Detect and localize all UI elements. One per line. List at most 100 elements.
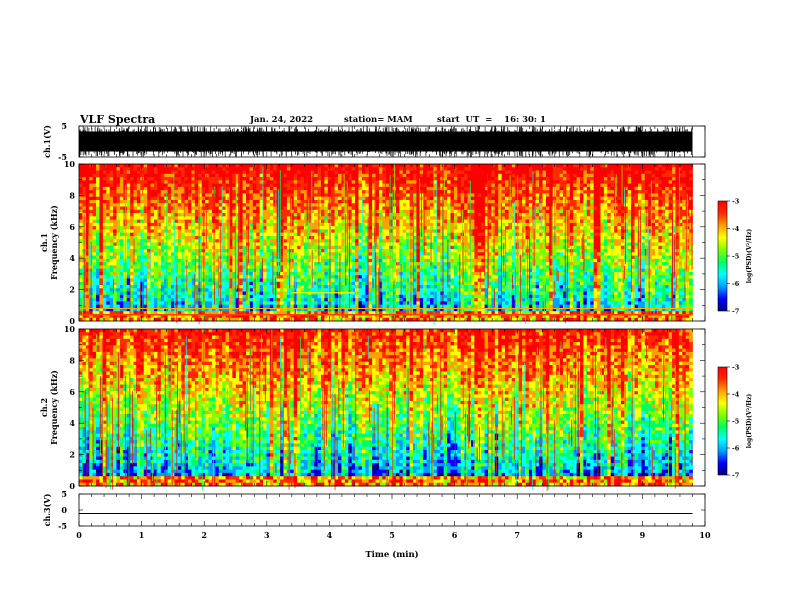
spectrogram-cell: [658, 249, 662, 253]
spectrogram-cell: [655, 226, 659, 230]
spectrogram-cell: [103, 203, 107, 207]
spectrogram-cell: [297, 220, 301, 224]
spectrogram-cell: [519, 233, 523, 237]
spectrogram-cell: [215, 223, 219, 227]
spectrogram-cell: [144, 187, 148, 191]
spectrogram-cell: [127, 213, 131, 217]
spectrogram-cell: [79, 164, 83, 168]
spectrogram-cell: [662, 236, 666, 240]
spectrogram-cell: [324, 190, 328, 194]
spectrogram-cell: [583, 207, 587, 211]
spectrogram-cell: [519, 167, 523, 171]
spectrogram-cell: [648, 174, 652, 178]
spectrogram-cell: [662, 167, 666, 171]
spectrogram-cell: [447, 190, 451, 194]
spectrogram-cell: [403, 213, 407, 217]
spectrogram-cell: [222, 213, 226, 217]
spectrogram-cell: [365, 190, 369, 194]
spectrogram-cell: [457, 213, 461, 217]
spectrogram-cell: [294, 203, 298, 207]
spectrogram-cell: [358, 213, 362, 217]
spectrogram-cell: [232, 167, 236, 171]
spectrogram-cell: [355, 190, 359, 194]
spectrogram-cell: [665, 229, 669, 233]
spectrogram-cell: [365, 216, 369, 220]
spectrogram-cell: [437, 167, 441, 171]
spectrogram-cell: [682, 223, 686, 227]
spectrogram-cell: [181, 171, 185, 175]
spectrogram-cell: [79, 220, 83, 224]
spectrogram-cell: [266, 249, 270, 253]
spectrogram-cell: [403, 177, 407, 181]
spectrogram-cell: [590, 226, 594, 230]
spectrogram-cell: [379, 171, 383, 175]
spectrogram-cell: [580, 200, 584, 204]
spectrogram-cell: [658, 180, 662, 184]
spectrogram-cell: [607, 213, 611, 217]
spectrogram-cell: [420, 252, 424, 256]
spectrogram-cell: [624, 220, 628, 224]
spectrogram-cell: [447, 167, 451, 171]
spectrogram-cell: [403, 239, 407, 243]
spectrogram-cell: [324, 243, 328, 247]
spectrogram-cell: [147, 229, 151, 233]
spectrogram-cell: [474, 239, 478, 243]
spectrogram-cell: [270, 193, 274, 197]
spectrogram-cell: [580, 193, 584, 197]
spectrogram-cell: [362, 167, 366, 171]
spectrogram-cell: [566, 193, 570, 197]
spectrogram-cell: [566, 190, 570, 194]
spectrogram-cell: [536, 171, 540, 175]
spectrogram-cell: [430, 193, 434, 197]
spectrogram-cell: [338, 193, 342, 197]
spectrogram-cell: [195, 177, 199, 181]
spectrogram-cell: [474, 174, 478, 178]
spectrogram-cell: [195, 197, 199, 201]
spectrogram-cell: [209, 187, 213, 191]
spectrogram-cell: [403, 167, 407, 171]
spectrogram-cell: [106, 246, 110, 250]
spectrogram-cell: [379, 216, 383, 220]
spectrogram-cell: [573, 229, 577, 233]
spectrogram-cell: [372, 171, 376, 175]
spectrogram-cell: [185, 207, 189, 211]
spectrogram-cell: [304, 171, 308, 175]
spectrogram-cell: [587, 187, 591, 191]
spectrogram-cell: [352, 252, 356, 256]
spectrogram-cell: [103, 180, 107, 184]
spectrogram-cell: [665, 190, 669, 194]
spectrogram-cell: [93, 184, 97, 188]
spectrogram-cell: [345, 200, 349, 204]
spectrogram-cell: [457, 174, 461, 178]
spectrogram-cell: [209, 216, 213, 220]
spectrogram-cell: [154, 249, 158, 253]
spectrogram-cell: [396, 226, 400, 230]
spectrogram-cell: [134, 229, 138, 233]
spectrogram-cell: [249, 190, 253, 194]
spectrogram-cell: [147, 207, 151, 211]
spectrogram-cell: [345, 203, 349, 207]
spectrogram-cell: [164, 164, 168, 168]
spectrogram-cell: [590, 236, 594, 240]
spectrogram-cell: [669, 167, 673, 171]
spectrogram-cell: [618, 210, 622, 214]
spectrogram-cell: [290, 233, 294, 237]
spectrogram-cell: [324, 200, 328, 204]
spectrogram-cell: [358, 164, 362, 168]
spectrogram-cell: [658, 167, 662, 171]
spectrogram-cell: [600, 187, 604, 191]
spectrogram-cell: [669, 233, 673, 237]
spectrogram-cell: [502, 171, 506, 175]
spectrogram-cell: [440, 184, 444, 188]
spectrogram-cell: [549, 171, 553, 175]
spectrogram-cell: [307, 177, 311, 181]
spectrogram-cell: [519, 187, 523, 191]
spectrogram-cell: [587, 236, 591, 240]
spectrogram-cell: [222, 200, 226, 204]
spectrogram-cell: [215, 233, 219, 237]
spectrogram-cell: [103, 236, 107, 240]
spectrogram-cell: [570, 236, 574, 240]
spectrogram-cell: [266, 246, 270, 250]
spectrogram-cell: [454, 203, 458, 207]
spectrogram-cell: [226, 203, 230, 207]
